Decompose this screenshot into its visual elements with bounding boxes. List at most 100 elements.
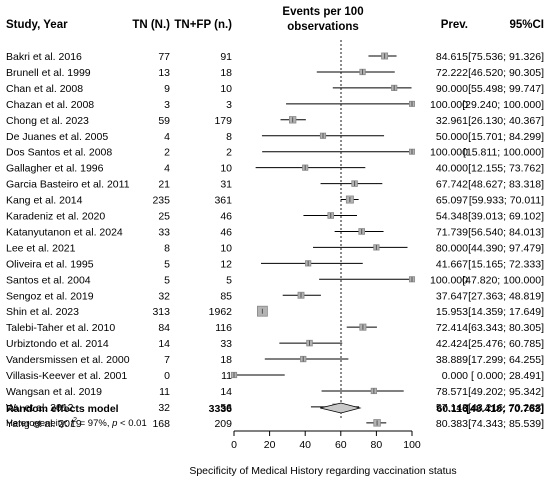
study-prev: 38.889 [436, 354, 468, 366]
study-tn: 11 [159, 386, 170, 398]
study-prev: 72.222 [436, 67, 468, 79]
study-prev: 40.000 [436, 163, 468, 175]
study-name: Garcia Basteiro et al. 2011 [6, 179, 130, 191]
study-ci: [59.933; 70.011] [469, 195, 544, 207]
header-tn: TN (N.) [132, 19, 170, 31]
study-ci: [74.343; 85.539] [468, 418, 544, 430]
study-prev: 0.000 [442, 370, 468, 382]
summary-tnfp: 3336 [209, 403, 233, 415]
study-ci: [15.701; 84.299] [468, 131, 544, 143]
heterogeneity-value: = 97%, [77, 418, 112, 429]
study-tnfp: 12 [220, 258, 232, 270]
study-tn: 2 [164, 147, 170, 159]
study-ci: [26.130; 40.367] [468, 115, 544, 127]
study-tn: 5 [164, 258, 170, 270]
summary-ci: [48.418; 70.763] [466, 403, 544, 415]
study-name: Shin et al. 2023 [6, 306, 79, 318]
study-tnfp: 46 [220, 226, 232, 238]
study-rows: Bakri et al. 2016 77 91 84.615 [75.536; 91.3… [6, 51, 544, 430]
study-name: Vandersmissen et al. 2000 [6, 354, 130, 366]
study-prev: 78.571 [436, 386, 468, 398]
study-name: Sengoz et al. 2019 [6, 290, 94, 302]
study-tnfp: 31 [220, 179, 232, 191]
study-prev: 90.000 [436, 83, 468, 95]
study-name: Katanyutanon et al. 2024 [6, 226, 123, 238]
study-prev: 100.000 [430, 99, 468, 111]
study-tnfp: 56 [220, 402, 232, 414]
study-ci: [15.165; 72.333] [468, 258, 544, 270]
study-tn: 59 [158, 115, 170, 127]
study-ci: [15.811; 100.000] [463, 147, 544, 159]
summary-diamond [320, 402, 362, 414]
heterogeneity-note: Heterogeneity: I2 = 97%, p < 0.01 [6, 417, 147, 429]
study-prev: 32.961 [436, 115, 468, 127]
study-ci: [12.155; 73.762] [468, 163, 544, 175]
x-tick-label: 20 [264, 439, 276, 451]
study-tn: 84 [158, 322, 170, 334]
x-tick-label: 60 [335, 439, 347, 451]
header-events-line2: observations [287, 21, 359, 33]
study-prev: 80.000 [436, 242, 468, 254]
study-tnfp: 2 [226, 147, 232, 159]
study-tnfp: 3 [226, 99, 232, 111]
study-tn: 168 [152, 418, 170, 430]
study-name: Chazan et al. 2008 [6, 99, 94, 111]
p-symbol: p [111, 418, 117, 429]
study-prev: 71.739 [436, 226, 468, 238]
study-tn: 13 [158, 67, 170, 79]
study-prev: 37.647 [436, 290, 468, 302]
heterogeneity-prefix: Heterogeneity: [6, 418, 70, 429]
study-tnfp: 116 [215, 322, 232, 334]
study-prev: 100.000 [430, 274, 468, 286]
study-ci: [43.216; 70.288] [468, 402, 544, 414]
study-name: Oliveira et al. 1995 [6, 258, 94, 270]
study-prev: 50.000 [436, 131, 468, 143]
study-name: Lee et al. 2021 [6, 242, 76, 254]
study-ci: [56.540; 84.013] [468, 226, 544, 238]
x-tick-label: 40 [299, 439, 311, 451]
study-tnfp: 46 [220, 211, 232, 223]
study-tn: 7 [164, 354, 170, 366]
header-prev: Prev. [441, 19, 468, 31]
study-name: Chong et al. 2023 [6, 115, 89, 127]
header-tnfp: TN+FP (n.) [174, 19, 232, 31]
study-tnfp: 8 [226, 131, 232, 143]
study-prev: 41.667 [436, 258, 468, 270]
p-value: < 0.01 [117, 418, 146, 429]
study-ci: [44.390; 97.479] [468, 242, 544, 254]
study-tn: 235 [152, 195, 170, 207]
study-tn: 5 [164, 274, 170, 286]
study-name: Yang et al. 2019 [6, 418, 82, 430]
study-name: Dos Santos et al. 2008 [6, 147, 112, 159]
study-ci: [49.202; 95.342] [468, 386, 544, 398]
study-tn: 4 [164, 131, 170, 143]
study-ci: [75.536; 91.326] [468, 51, 544, 63]
study-prev: 100.000 [430, 147, 468, 159]
i2-superscript: 2 [73, 417, 77, 424]
x-axis-label: Specificity of Medical History regarding… [189, 465, 456, 477]
study-tnfp: 85 [220, 290, 232, 302]
study-tnfp: 361 [214, 195, 232, 207]
study-tn: 14 [158, 338, 170, 350]
i2-symbol: I [70, 418, 73, 429]
study-prev: 54.348 [436, 211, 468, 223]
study-tn: 32 [158, 402, 170, 414]
study-ci: [39.013; 69.102] [468, 211, 544, 223]
study-name: Chan et al. 2008 [6, 83, 83, 95]
study-name: Wu et al. 2012 [6, 402, 74, 414]
study-name: Bakri et al. 2016 [6, 51, 82, 63]
study-ci: [27.363; 48.819] [468, 290, 544, 302]
study-ci: [46.520; 90.305] [468, 67, 544, 79]
study-tn: 32 [158, 290, 170, 302]
x-tick-label: 0 [231, 439, 237, 451]
study-tn: 9 [164, 83, 170, 95]
study-tn: 0 [164, 370, 170, 382]
study-tnfp: 11 [221, 370, 232, 382]
header-row: Study, Year TN (N.) TN+FP (n.) Events pe… [6, 6, 544, 33]
plot-area [230, 40, 416, 427]
study-prev: 72.414 [436, 322, 468, 334]
study-ci: [17.299; 64.255] [468, 354, 544, 366]
study-tn: 21 [158, 179, 170, 191]
header-study: Study, Year [6, 19, 68, 31]
